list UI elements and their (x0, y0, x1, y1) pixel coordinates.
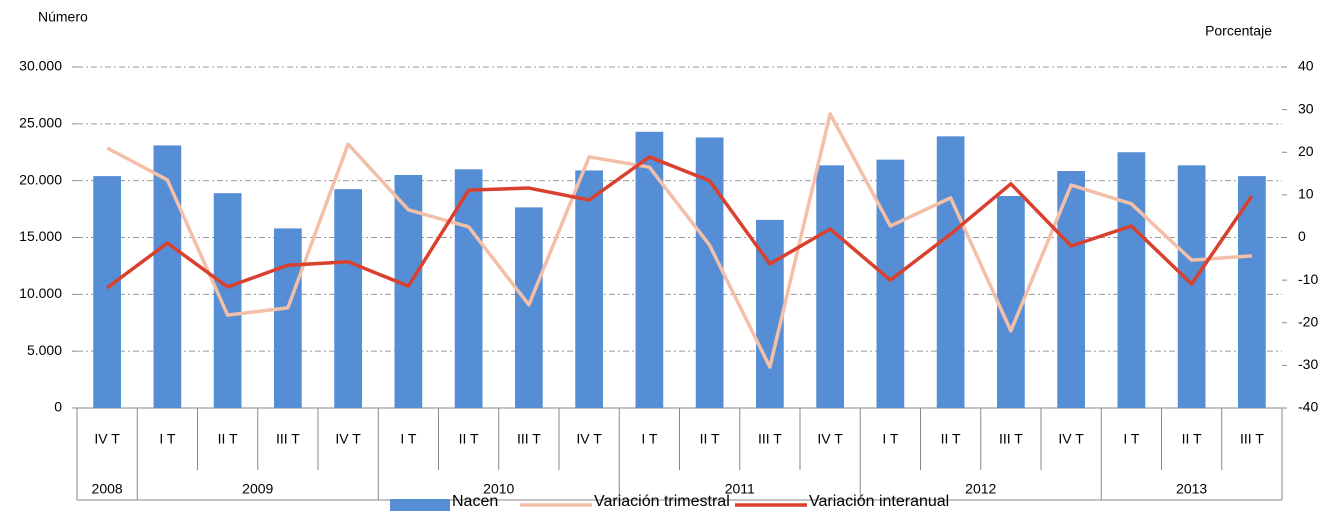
x-tick-label: II T (218, 431, 238, 447)
group-label: 2013 (1176, 481, 1207, 497)
bar (153, 145, 182, 408)
legend-label: Variación interanual (809, 493, 949, 510)
legend-swatch (390, 499, 450, 511)
y-tick-label: 5.000 (27, 342, 62, 358)
y2-tick-label: -20 (1298, 313, 1318, 329)
bar (213, 193, 242, 408)
group-label: 2012 (965, 481, 996, 497)
bar (575, 170, 603, 408)
x-tick-label: IV T (817, 431, 843, 447)
group-label: 2009 (242, 481, 273, 497)
legend-label: Nacen (452, 493, 498, 510)
x-tick-label: IV T (1058, 431, 1084, 447)
y-tick-label: 10.000 (19, 285, 62, 301)
x-tick-label: I T (641, 431, 658, 447)
bar (876, 159, 905, 408)
x-tick-label: II T (1182, 431, 1202, 447)
x-tick-label: I T (159, 431, 176, 447)
y2-tick-label: -30 (1298, 356, 1318, 372)
bar (1117, 152, 1146, 408)
bar (454, 169, 483, 408)
bar (274, 228, 302, 408)
bar (635, 131, 664, 409)
bar (93, 176, 121, 408)
x-tick-label: III T (276, 431, 300, 447)
group-label: 2011 (725, 481, 755, 497)
y-tick-label: 25.000 (19, 115, 62, 131)
x-tick-label: II T (459, 431, 479, 447)
y-tick-label: 30.000 (19, 58, 62, 74)
y2-tick-label: 0 (1298, 228, 1306, 244)
y2-tick-label: 20 (1298, 143, 1314, 159)
group-label: 2010 (483, 481, 514, 497)
legend-label: Variación trimestral (594, 493, 730, 510)
y2-tick-label: 40 (1298, 58, 1314, 74)
bar (936, 136, 965, 408)
x-tick-label: IV T (335, 431, 361, 447)
y-axis-label: Número (38, 9, 88, 25)
x-tick-label: III T (1240, 431, 1264, 447)
x-tick-label: III T (999, 431, 1023, 447)
x-tick-label: III T (758, 431, 782, 447)
x-tick-label: I T (882, 431, 899, 447)
y2-tick-label: 30 (1298, 100, 1314, 116)
x-tick-label: II T (941, 431, 961, 447)
x-tick-label: IV T (94, 431, 120, 447)
y2-axis-label: Porcentaje (1205, 23, 1272, 39)
y2-tick-label: 10 (1298, 186, 1314, 202)
x-tick-label: I T (1123, 431, 1140, 447)
x-tick-label: I T (400, 431, 417, 447)
y2-tick-label: -10 (1298, 271, 1318, 287)
y-tick-label: 0 (54, 399, 62, 415)
bar (1238, 176, 1266, 408)
x-tick-label: III T (517, 431, 541, 447)
line (106, 112, 1253, 369)
bar (515, 207, 543, 408)
x-tick-label: IV T (576, 431, 602, 447)
line (106, 155, 1254, 290)
bar (997, 196, 1025, 408)
y-tick-label: 15.000 (19, 228, 62, 244)
bar (816, 165, 844, 408)
group-label: 2008 (92, 481, 123, 497)
bar (1177, 165, 1206, 408)
x-tick-label: II T (700, 431, 720, 447)
y-tick-label: 20.000 (19, 171, 62, 187)
y2-tick-label: -40 (1298, 399, 1318, 415)
bar (334, 189, 362, 408)
